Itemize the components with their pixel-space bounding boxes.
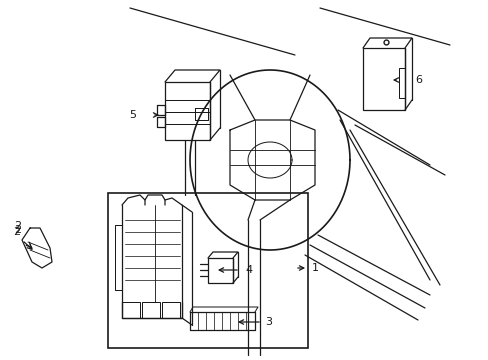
Bar <box>162 302 180 318</box>
Text: 2: 2 <box>13 227 20 237</box>
Bar <box>207 258 232 283</box>
Bar <box>398 68 404 98</box>
Bar <box>164 82 209 140</box>
Text: 3: 3 <box>264 317 271 327</box>
Text: 1: 1 <box>311 263 318 273</box>
Text: 4: 4 <box>244 265 252 275</box>
Text: 2: 2 <box>15 225 21 235</box>
Bar <box>362 48 404 110</box>
Bar <box>142 302 160 318</box>
Text: 5: 5 <box>129 110 136 120</box>
Text: 6: 6 <box>414 75 421 85</box>
Bar <box>108 193 307 348</box>
Bar <box>122 302 140 318</box>
Text: 2: 2 <box>15 221 21 231</box>
